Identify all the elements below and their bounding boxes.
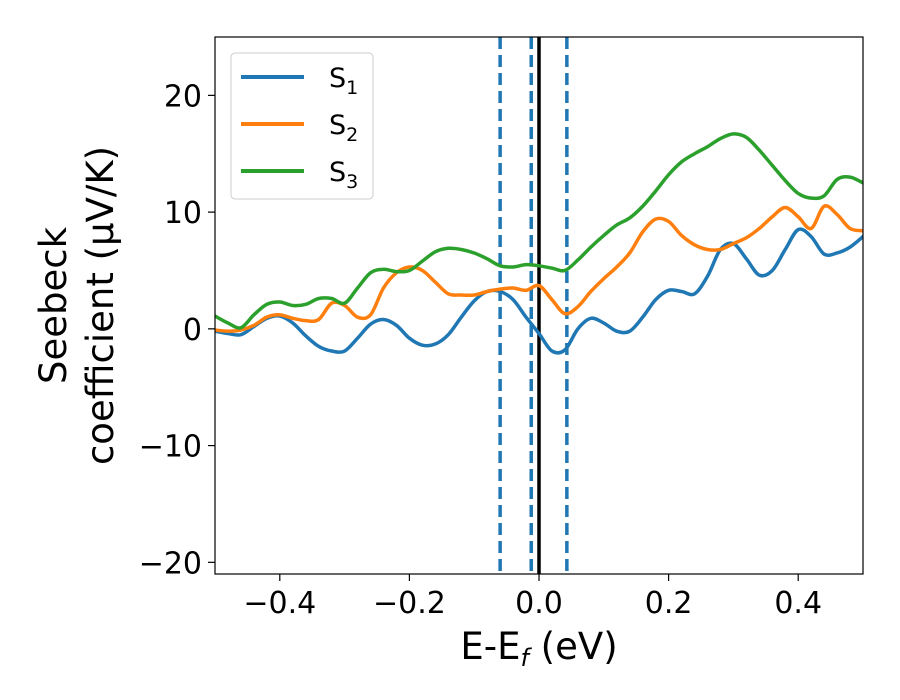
- x-axis-label: E-Ef (eV): [460, 625, 617, 672]
- legend-label-s1: S1: [329, 63, 358, 99]
- x-axis-label-unit: (eV): [529, 625, 618, 668]
- series-line-s1: [215, 227, 863, 355]
- y-tick-label: 20: [164, 79, 202, 114]
- series-lines: [215, 132, 863, 355]
- y-axis-label-line2: coefficient (μV/K): [79, 146, 122, 465]
- x-tick-label: 0.4: [774, 586, 822, 621]
- series-line-s2: [215, 204, 863, 333]
- x-tick-label: −0.2: [373, 586, 446, 621]
- vertical-reference-lines: [498, 37, 569, 574]
- y-tick-label: 10: [164, 196, 202, 231]
- y-axis-label-line1: Seebeck: [32, 226, 75, 384]
- y-axis-ticks: −20 −10 0 10 20: [139, 79, 215, 581]
- x-axis-ticks: −0.4 −0.2 0.0 0.2 0.4: [243, 574, 822, 621]
- x-tick-label: 0.0: [515, 586, 563, 621]
- x-tick-label: −0.4: [243, 586, 316, 621]
- legend-label-s3: S3: [329, 157, 358, 193]
- x-axis-label-main: E-E: [460, 625, 520, 668]
- series-line-s3: [215, 132, 863, 330]
- y-tick-label: −20: [139, 546, 202, 581]
- x-tick-label: 0.2: [645, 586, 693, 621]
- legend-label-s2: S2: [329, 110, 358, 146]
- legend: S1 S2 S3: [230, 52, 374, 200]
- y-tick-label: −10: [139, 430, 202, 465]
- y-tick-label: 0: [183, 313, 202, 348]
